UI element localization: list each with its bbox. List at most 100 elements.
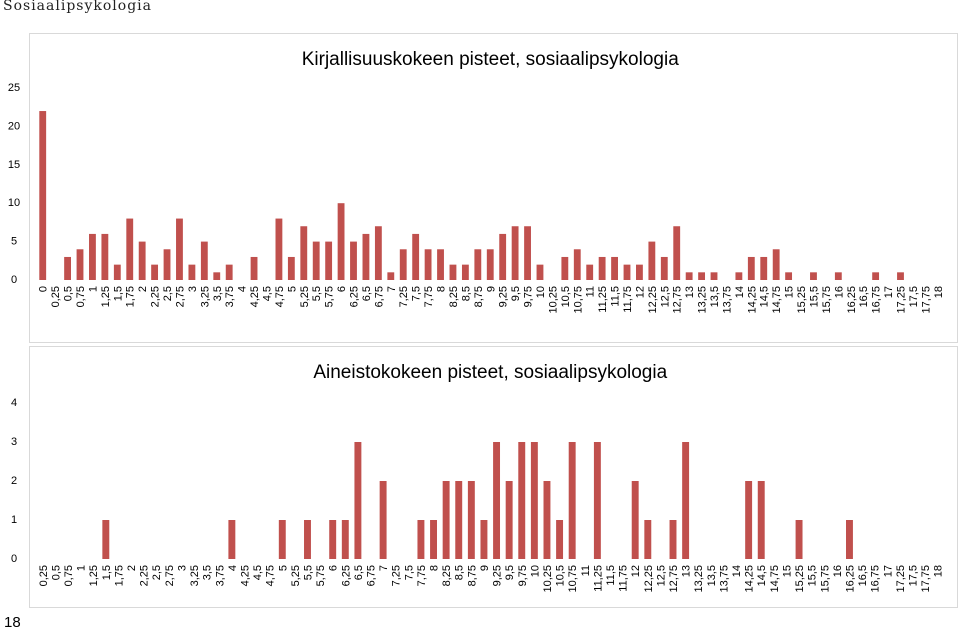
- chart2-bar: [228, 520, 236, 559]
- chart2-bar: [278, 520, 286, 559]
- chart2-x-tick-label: 15,75: [819, 565, 831, 593]
- chart2-title: Aineistokokeen pisteet, sosiaalipsykolog…: [313, 362, 667, 383]
- chart2-bar: [644, 520, 652, 559]
- chart2-x-tick-label: 2,5: [151, 565, 163, 580]
- chart1-x-tick-label: 17: [883, 286, 895, 298]
- chart1-bar: [561, 256, 569, 280]
- chart1-x-tick-label: 5,25: [299, 286, 311, 307]
- chart1-x-tick-label: 5,75: [324, 286, 336, 307]
- chart1-bar: [126, 218, 134, 280]
- chart1-y-axis-label: 15: [8, 159, 20, 171]
- chart1-x-tick-label: 9: [485, 286, 497, 292]
- chart1-y-axis-label: 5: [11, 236, 17, 248]
- chart2-x-tick-label: 16,5: [857, 565, 869, 586]
- chart2-x-tick-label: 6,75: [366, 565, 378, 586]
- chart2-x-tick-label: 11,75: [618, 565, 630, 592]
- chart1-bar: [89, 233, 96, 280]
- chart1-x-tick-label: 13,5: [709, 286, 721, 307]
- chart1-x-tick-label: 9,75: [523, 286, 535, 307]
- chart2-x-tick-label: 8: [429, 565, 441, 571]
- chart2-x-tick-label: 15,5: [807, 565, 819, 586]
- chart2-x-tick-label: 10,75: [567, 565, 579, 593]
- chart1-x-tick-label: 6,5: [361, 286, 373, 301]
- chart2-bar: [518, 442, 526, 559]
- chart1-y-axis-label: 0: [11, 274, 17, 286]
- chart2-bar: [430, 520, 437, 559]
- chart2-x-tick-label: 0,25: [38, 565, 50, 586]
- chart1-bar: [325, 241, 333, 280]
- chart1-x-tick-label: 2,75: [174, 286, 186, 307]
- chart2-x-tick-label: 2,75: [164, 565, 176, 586]
- chart1-bar: [747, 256, 755, 280]
- chart2-x-tick-label: 5,5: [302, 565, 314, 580]
- chart2-x-tick-label: 8,5: [454, 565, 466, 580]
- y-axis-overlay: 0 5 10 15 20 25 0 1 2 3 4: [8, 82, 20, 565]
- chart1-x-tick-label: 3: [187, 286, 199, 292]
- chart1-x-tick-label: 0,25: [50, 286, 62, 307]
- chart1-x-tick-label: 4,5: [261, 286, 273, 301]
- chart2-bar: [568, 442, 576, 559]
- chart2-x-tick-label: 12,5: [655, 565, 667, 586]
- chart1-bar: [138, 241, 146, 280]
- chart2-x-tick-label: 14: [731, 565, 743, 577]
- chart1-bar: [39, 111, 47, 280]
- chart1-bar: [673, 226, 681, 280]
- chart2-x-tick-label: 4,25: [239, 565, 251, 586]
- chart2-bar: [102, 520, 110, 559]
- chart1-x-tick-label: 6,25: [349, 286, 361, 307]
- chart1-bar: [872, 272, 880, 280]
- chart1-bar: [350, 241, 357, 280]
- material-exam-chart: Aineistokokeen pisteet, sosiaalipsykolog…: [29, 346, 958, 608]
- chart2-x-tick-label: 5,25: [290, 565, 302, 586]
- chart1-x-tick-label: 6,75: [373, 286, 385, 307]
- chart1-x-tick-label: 14,75: [771, 286, 783, 314]
- chart1-x-tick-label: 1: [87, 286, 99, 292]
- chart1-x-tick-label: 12,25: [647, 286, 659, 314]
- page-header: Sosiaalipsykologia: [3, 0, 152, 14]
- chart1-x-tick-label: 13,25: [697, 286, 709, 314]
- chart1-x-tick-label: 15,5: [808, 286, 820, 307]
- chart1-bar: [113, 264, 121, 280]
- chart1-bar: [698, 272, 706, 280]
- chart1-x-tick-label: 14,5: [759, 286, 771, 307]
- chart1-bar: [598, 256, 606, 280]
- chart2-x-tick-label: 0,75: [63, 565, 75, 586]
- chart2-x-tick-label: 12,75: [668, 565, 680, 593]
- chart1-x-tick-label: 15,75: [821, 286, 833, 314]
- chart1-x-tick-label: 8: [436, 286, 448, 292]
- chart2-x-tick-label: 2,25: [139, 565, 151, 586]
- chart1-bar: [412, 233, 420, 280]
- chart2-x-tick-label: 12,25: [643, 565, 655, 593]
- chart2-y-axis-label: 4: [11, 397, 17, 409]
- chart1-bar: [772, 249, 780, 280]
- chart2-x-tick-label: 10,25: [542, 565, 554, 593]
- chart1-x-tick-label: 11,75: [622, 286, 634, 313]
- chart2-x-tick-label: 10: [529, 565, 541, 577]
- chart2-x-tick-label: 15: [781, 565, 793, 577]
- chart2-x-tick-label: 6: [328, 565, 340, 571]
- chart2-x-tick-label: 17,25: [895, 565, 907, 593]
- chart2-x-tick-label: 16,75: [870, 565, 882, 593]
- chart1-x-tick-label: 8,5: [460, 286, 472, 301]
- chart1-bar: [760, 256, 768, 280]
- chart1-bar: [474, 249, 482, 280]
- chart2-x-tick-label: 17: [882, 565, 894, 577]
- chart1-bar: [101, 233, 109, 280]
- chart1-bar: [362, 233, 370, 280]
- chart2-x-tick-label: 13,75: [718, 565, 730, 593]
- chart2-x-tick-label: 9,75: [517, 565, 529, 586]
- chart2-x-tick-label: 13: [681, 565, 693, 577]
- chart1-bar: [897, 272, 904, 280]
- chart1-bar: [399, 249, 407, 280]
- chart1-x-tick-label: 16,5: [858, 286, 870, 307]
- chart1-x-tick-label: 17,75: [920, 286, 932, 314]
- chart1-bar: [648, 241, 656, 280]
- chart1-bar: [499, 233, 507, 280]
- chart2-x-tick-label: 9,5: [504, 565, 516, 580]
- chart2-x-tick-label: 4: [227, 565, 239, 571]
- chart1-bar: [287, 256, 295, 280]
- chart1-x-tick-label: 13: [684, 286, 696, 298]
- chart2-x-tick-label: 4,5: [252, 565, 264, 580]
- chart2-bar: [505, 481, 513, 559]
- chart1-x-tick-label: 7,75: [423, 286, 435, 307]
